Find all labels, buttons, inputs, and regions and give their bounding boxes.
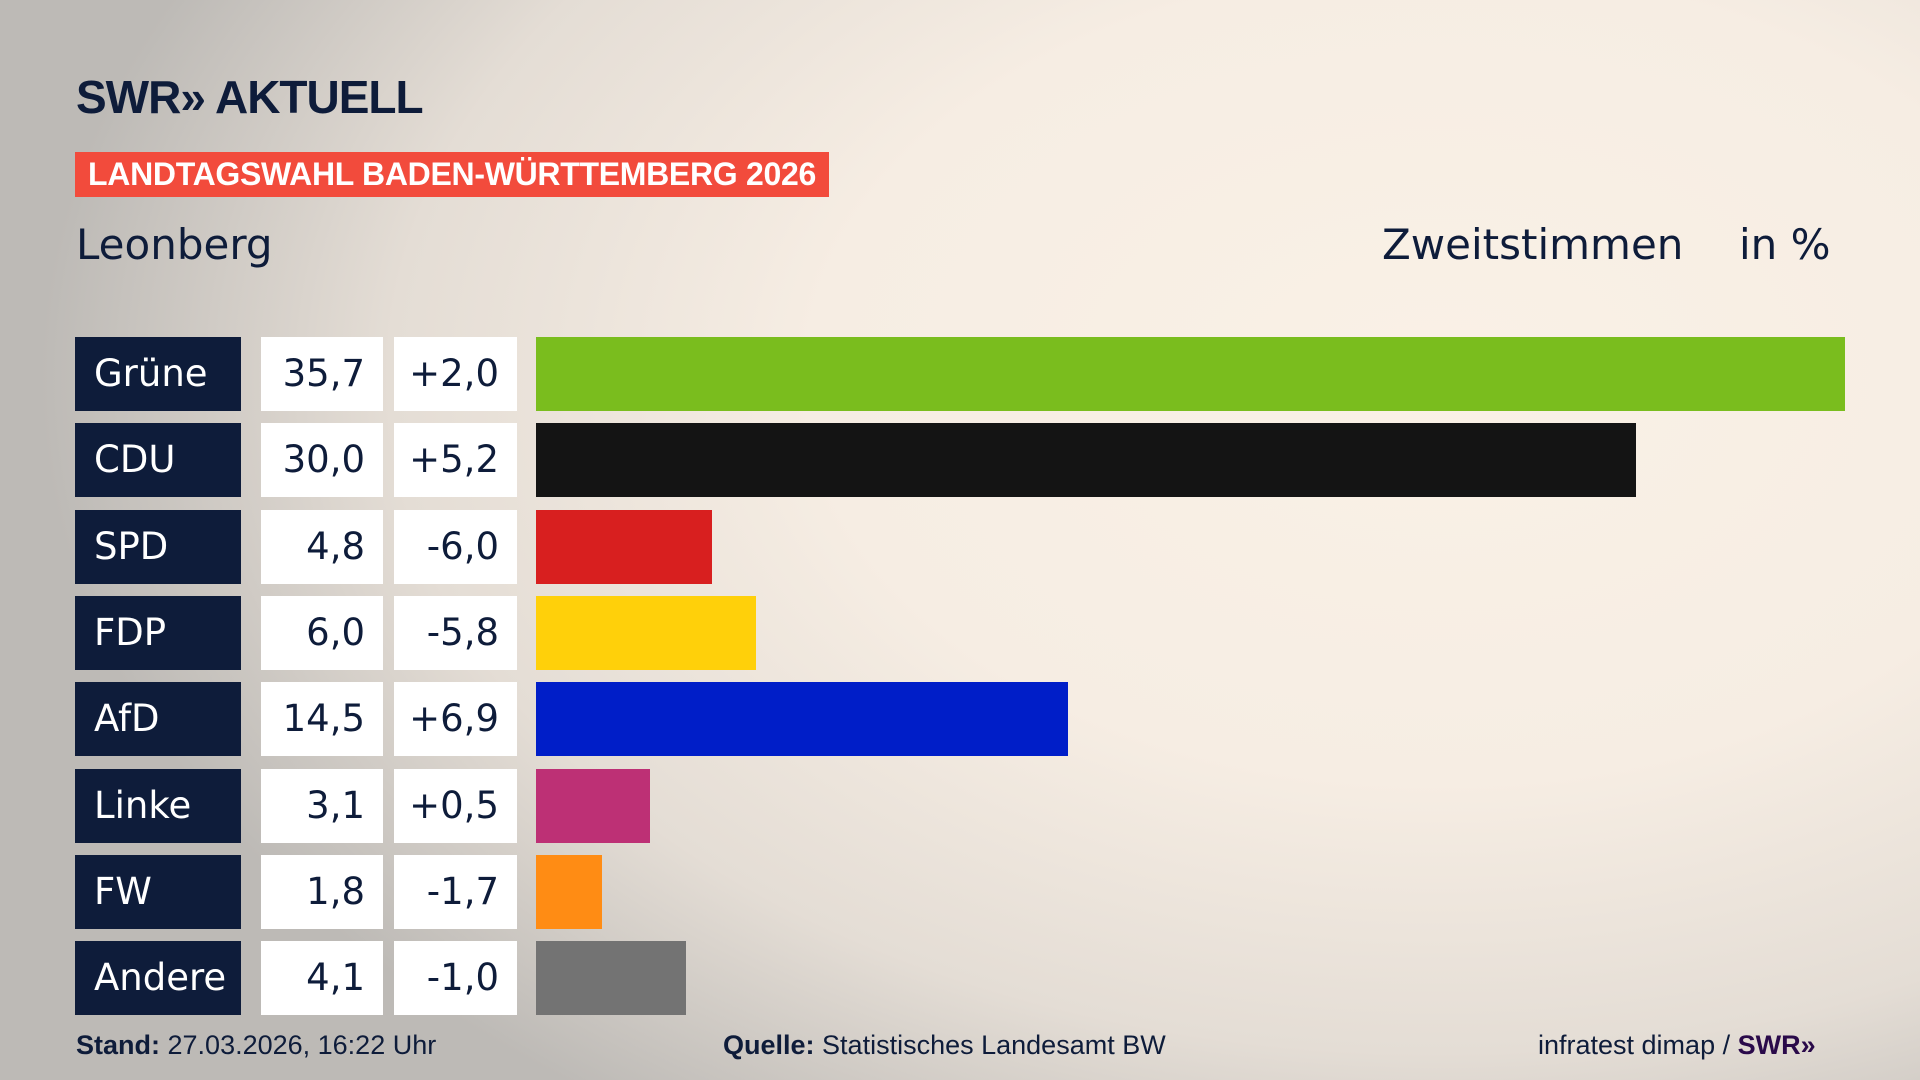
party-name: Andere <box>75 941 241 1016</box>
bar <box>536 682 1068 757</box>
source-label: Quelle: <box>723 1030 815 1060</box>
party-name: Linke <box>75 768 241 843</box>
party-value: 14,5 <box>261 682 383 757</box>
party-value: 3,1 <box>261 768 383 843</box>
bar <box>536 337 1845 411</box>
bar <box>536 509 712 584</box>
party-name: SPD <box>75 509 241 584</box>
party-name: FW <box>75 854 241 929</box>
party-diff: -1,0 <box>394 941 517 1016</box>
swr-aktuell-logo: SWR» AKTUELL <box>76 71 424 123</box>
bar <box>536 941 687 1016</box>
bar <box>536 423 1636 498</box>
unit-label: in % <box>1739 220 1831 269</box>
metric-label: Zweitstimmen <box>1382 220 1684 269</box>
election-banner: LANDTAGSWAHL BADEN-WÜRTTEMBERG 2026 <box>75 152 829 197</box>
party-diff: +0,5 <box>394 768 517 843</box>
source-value: Statistisches Landesamt BW <box>822 1030 1166 1060</box>
party-diff: -1,7 <box>394 854 517 929</box>
swr-logo: SWR» <box>1737 1030 1816 1060</box>
party-value: 4,8 <box>261 509 383 584</box>
footer-stand: Stand: 27.03.2026, 16:22 Uhr <box>76 1030 436 1061</box>
party-diff: +5,2 <box>394 423 517 498</box>
party-name: AfD <box>75 682 241 757</box>
bar <box>536 768 650 843</box>
party-value: 35,7 <box>261 337 383 411</box>
party-diff: -5,8 <box>394 595 517 670</box>
bar <box>536 595 756 670</box>
party-value: 1,8 <box>261 854 383 929</box>
footer-credit: infratest dimap / SWR» <box>1538 1030 1816 1061</box>
bar <box>536 854 602 929</box>
party-diff: +6,9 <box>394 682 517 757</box>
party-diff: +2,0 <box>394 337 517 411</box>
credit-text: infratest dimap / <box>1538 1030 1731 1060</box>
stand-value: 27.03.2026, 16:22 Uhr <box>167 1030 437 1060</box>
party-value: 4,1 <box>261 941 383 1016</box>
party-name: FDP <box>75 595 241 670</box>
footer-source: Quelle: Statistisches Landesamt BW <box>723 1030 1166 1061</box>
party-name: Grüne <box>75 337 241 411</box>
party-diff: -6,0 <box>394 509 517 584</box>
stand-label: Stand: <box>76 1030 160 1060</box>
party-name: CDU <box>75 423 241 498</box>
party-value: 30,0 <box>261 423 383 498</box>
party-value: 6,0 <box>261 595 383 670</box>
region-title: Leonberg <box>76 220 273 269</box>
